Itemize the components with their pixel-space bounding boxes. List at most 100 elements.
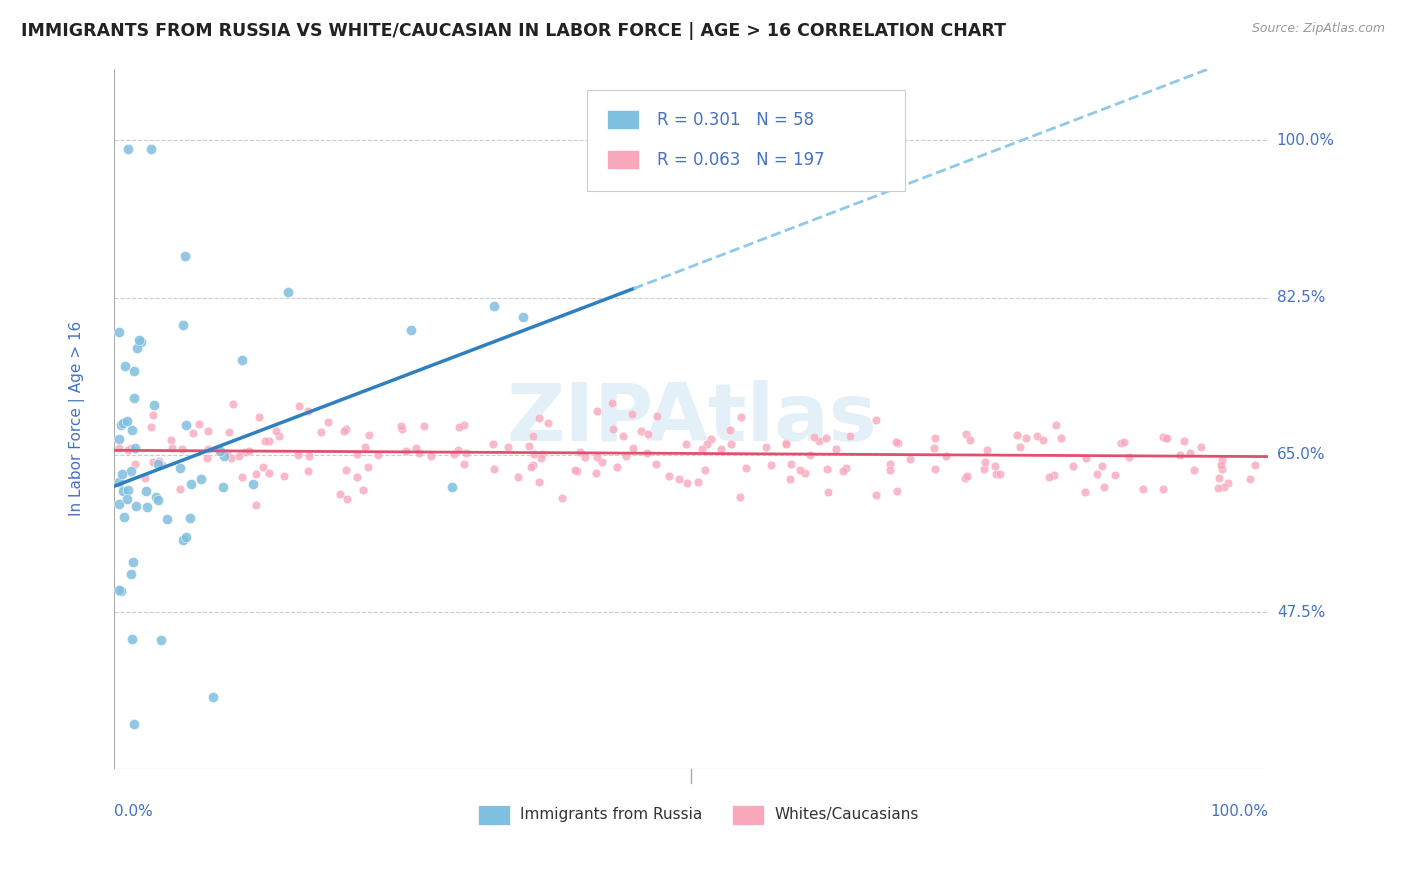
- Point: [886, 483, 908, 498]
- Point: [1015, 431, 1038, 445]
- Point: [710, 442, 733, 456]
- Point: [172, 318, 194, 332]
- Point: [1206, 481, 1229, 495]
- Text: IMMIGRANTS FROM RUSSIA VS WHITE/CAUCASIAN IN LABOR FORCE | AGE > 16 CORRELATION : IMMIGRANTS FROM RUSSIA VS WHITE/CAUCASIA…: [21, 22, 1007, 40]
- Point: [865, 488, 887, 502]
- Point: [148, 453, 170, 467]
- Point: [247, 410, 270, 425]
- Point: [1189, 440, 1212, 454]
- Point: [586, 450, 609, 464]
- Point: [693, 462, 716, 476]
- Point: [242, 477, 264, 491]
- Point: [531, 447, 554, 461]
- Point: [1212, 480, 1234, 494]
- Point: [482, 462, 505, 476]
- Point: [202, 690, 225, 705]
- Point: [574, 450, 596, 464]
- Point: [117, 442, 139, 457]
- Point: [482, 437, 505, 451]
- Point: [696, 436, 718, 450]
- Point: [815, 461, 838, 475]
- Point: [775, 436, 797, 450]
- Point: [238, 444, 260, 458]
- Point: [761, 458, 783, 472]
- Point: [779, 472, 801, 486]
- Point: [150, 632, 173, 647]
- Point: [606, 460, 628, 475]
- Point: [288, 399, 311, 413]
- Point: [585, 404, 607, 418]
- Point: [728, 490, 751, 504]
- Point: [675, 437, 697, 451]
- Point: [231, 352, 253, 367]
- Point: [600, 396, 623, 410]
- Point: [228, 449, 250, 463]
- Point: [1032, 433, 1054, 447]
- Point: [297, 404, 319, 418]
- Point: [169, 461, 191, 475]
- Point: [449, 419, 471, 434]
- Point: [447, 443, 470, 458]
- Point: [329, 486, 352, 500]
- Point: [112, 510, 135, 524]
- Point: [389, 419, 412, 434]
- Point: [1156, 431, 1178, 445]
- Point: [879, 463, 901, 477]
- Point: [273, 469, 295, 483]
- Point: [637, 427, 659, 442]
- Point: [1038, 470, 1060, 484]
- Point: [412, 419, 434, 434]
- Point: [1045, 417, 1067, 432]
- Point: [120, 442, 142, 456]
- Point: [585, 466, 607, 480]
- Point: [1043, 468, 1066, 483]
- Point: [1026, 428, 1049, 442]
- Point: [699, 432, 721, 446]
- Point: [1104, 468, 1126, 483]
- Point: [565, 465, 588, 479]
- Point: [440, 480, 463, 494]
- Point: [1091, 458, 1114, 473]
- Point: [1114, 434, 1136, 449]
- Point: [122, 364, 145, 378]
- Point: [311, 425, 333, 439]
- Point: [181, 425, 204, 440]
- Point: [456, 446, 478, 460]
- Point: [1073, 484, 1095, 499]
- Point: [630, 424, 652, 438]
- Point: [316, 415, 339, 429]
- Point: [1244, 458, 1267, 473]
- Point: [142, 409, 165, 423]
- Point: [159, 433, 181, 447]
- Point: [443, 447, 465, 461]
- Point: [983, 458, 1005, 473]
- Point: [264, 425, 287, 439]
- Point: [336, 491, 359, 506]
- Point: [111, 467, 134, 481]
- Point: [569, 445, 592, 459]
- Point: [122, 717, 145, 731]
- Point: [212, 449, 235, 463]
- Point: [233, 444, 256, 458]
- Point: [218, 425, 240, 440]
- FancyBboxPatch shape: [607, 110, 640, 129]
- Point: [139, 419, 162, 434]
- Point: [420, 449, 443, 463]
- Point: [924, 432, 946, 446]
- Point: [668, 472, 690, 486]
- Point: [1118, 450, 1140, 464]
- Point: [453, 457, 475, 471]
- Point: [211, 480, 233, 494]
- Point: [718, 423, 741, 437]
- Point: [1211, 462, 1233, 476]
- Point: [838, 428, 860, 442]
- Text: R = 0.063   N = 197: R = 0.063 N = 197: [657, 151, 824, 169]
- Point: [775, 435, 797, 450]
- Point: [675, 476, 697, 491]
- Point: [156, 512, 179, 526]
- Point: [1182, 463, 1205, 477]
- Point: [125, 499, 148, 513]
- Point: [117, 142, 139, 156]
- Point: [231, 470, 253, 484]
- Point: [789, 463, 811, 477]
